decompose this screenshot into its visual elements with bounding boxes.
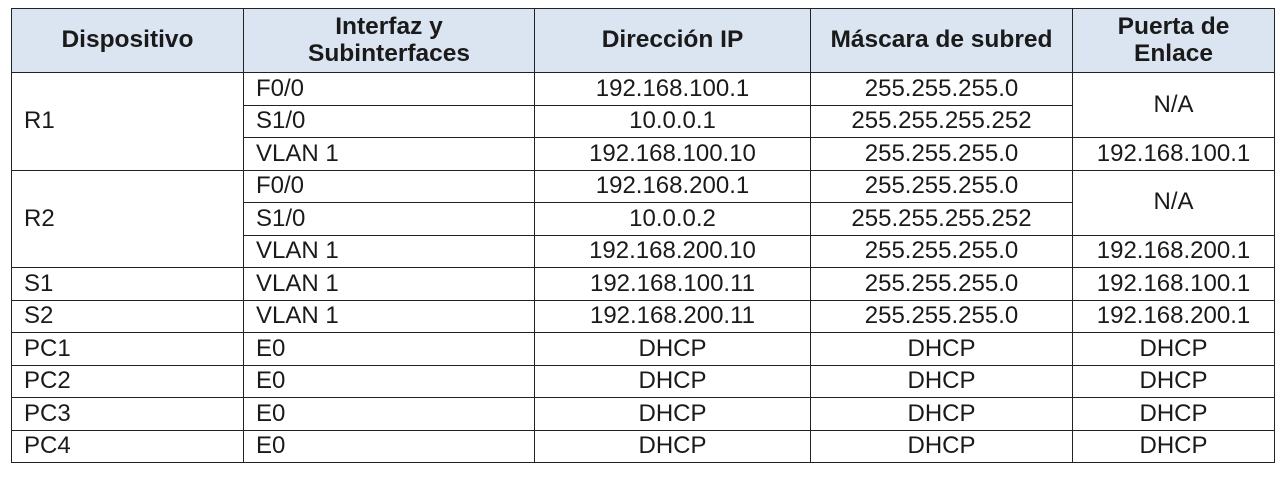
device-cell: PC1 <box>11 332 244 366</box>
ip-cell: 10.0.0.2 <box>534 202 811 236</box>
mask-cell: DHCP <box>810 364 1073 398</box>
ip-cell: DHCP <box>534 332 811 366</box>
interface-cell: E0 <box>243 332 535 366</box>
interface-cell: E0 <box>243 397 535 431</box>
header-interface: Interfaz y Subinterfaces <box>243 8 535 73</box>
mask-cell: 255.255.255.0 <box>810 299 1073 333</box>
interface-cell: VLAN 1 <box>243 234 535 268</box>
ip-cell: 192.168.200.1 <box>534 169 811 203</box>
interface-cell: S1/0 <box>243 202 535 236</box>
table-row: R1 F0/0 192.168.100.1 255.255.255.0 N/A <box>11 72 1275 171</box>
gateway-cell: DHCP <box>1072 397 1275 431</box>
mask-cell: 255.255.255.252 <box>810 104 1073 138</box>
table-row: S1 VLAN 1 192.168.100.11 255.255.255.0 1… <box>11 267 1275 301</box>
interface-cell: E0 <box>243 429 535 463</box>
table-row: PC4 E0 DHCP DHCP DHCP <box>11 429 1275 463</box>
device-cell: PC4 <box>11 429 244 463</box>
table-row: S1/0 10.0.0.2 255.255.255.252 <box>12 202 1275 236</box>
table-row: R2 F0/0 192.168.200.1 255.255.255.0 N/A <box>11 169 1275 268</box>
interface-cell: F0/0 <box>243 169 535 203</box>
interface-cell: VLAN 1 <box>243 137 535 171</box>
device-cell: PC3 <box>11 397 244 431</box>
gateway-cell: 192.168.200.1 <box>1072 234 1275 268</box>
mask-cell: 255.255.255.252 <box>810 202 1073 236</box>
interface-cell: S1/0 <box>243 104 535 138</box>
table-row: VLAN 1 192.168.200.10 255.255.255.0 192.… <box>12 234 1275 268</box>
mask-cell: DHCP <box>810 397 1073 431</box>
ip-cell: 10.0.0.1 <box>534 104 811 138</box>
header-device: Dispositivo <box>11 8 244 73</box>
gateway-cell: 192.168.100.1 <box>1072 137 1275 171</box>
ip-cell: DHCP <box>534 364 811 398</box>
gateway-cell: DHCP <box>1072 429 1275 463</box>
ip-cell: 192.168.200.11 <box>534 299 811 333</box>
ip-cell: 192.168.200.10 <box>534 234 811 268</box>
gateway-cell: DHCP <box>1072 364 1275 398</box>
ip-cell: 192.168.100.1 <box>534 72 811 106</box>
device-cell: S2 <box>11 299 244 333</box>
table-row: PC1 E0 DHCP DHCP DHCP <box>11 332 1275 366</box>
ip-cell: 192.168.100.11 <box>534 267 811 301</box>
gateway-cell: DHCP <box>1072 332 1275 366</box>
device-cell: R2 <box>11 169 244 268</box>
ip-cell: DHCP <box>534 429 811 463</box>
device-cell: S1 <box>11 267 244 301</box>
gateway-cell: N/A <box>1072 169 1275 236</box>
table-row: PC2 E0 DHCP DHCP DHCP <box>11 364 1275 398</box>
device-cell: PC2 <box>11 364 244 398</box>
gateway-cell: 192.168.200.1 <box>1072 299 1275 333</box>
table-row: S1/0 10.0.0.1 255.255.255.252 <box>12 104 1275 138</box>
addressing-table: Dispositivo Interfaz y Subinterfaces Dir… <box>11 8 1275 463</box>
interface-cell: E0 <box>243 364 535 398</box>
interface-cell: VLAN 1 <box>243 299 535 333</box>
mask-cell: DHCP <box>810 332 1073 366</box>
table-row: PC3 E0 DHCP DHCP DHCP <box>11 397 1275 431</box>
mask-cell: 255.255.255.0 <box>810 267 1073 301</box>
gateway-cell: N/A <box>1072 72 1275 138</box>
mask-cell: 255.255.255.0 <box>810 72 1073 106</box>
gateway-cell: 192.168.100.1 <box>1072 267 1275 301</box>
interface-cell: F0/0 <box>243 72 535 106</box>
interface-cell: VLAN 1 <box>243 267 535 301</box>
table-row: S2 VLAN 1 192.168.200.11 255.255.255.0 1… <box>11 299 1275 333</box>
device-cell: R1 <box>11 72 244 171</box>
ip-cell: 192.168.100.10 <box>534 137 811 171</box>
mask-cell: DHCP <box>810 429 1073 463</box>
mask-cell: 255.255.255.0 <box>810 137 1073 171</box>
header-subnet-mask: Máscara de subred <box>810 8 1073 73</box>
mask-cell: 255.255.255.0 <box>810 169 1073 203</box>
header-row: Dispositivo Interfaz y Subinterfaces Dir… <box>11 8 1275 73</box>
ip-cell: DHCP <box>534 397 811 431</box>
mask-cell: 255.255.255.0 <box>810 234 1073 268</box>
header-gateway: Puerta de Enlace <box>1072 8 1275 73</box>
header-ip-address: Dirección IP <box>534 8 811 73</box>
